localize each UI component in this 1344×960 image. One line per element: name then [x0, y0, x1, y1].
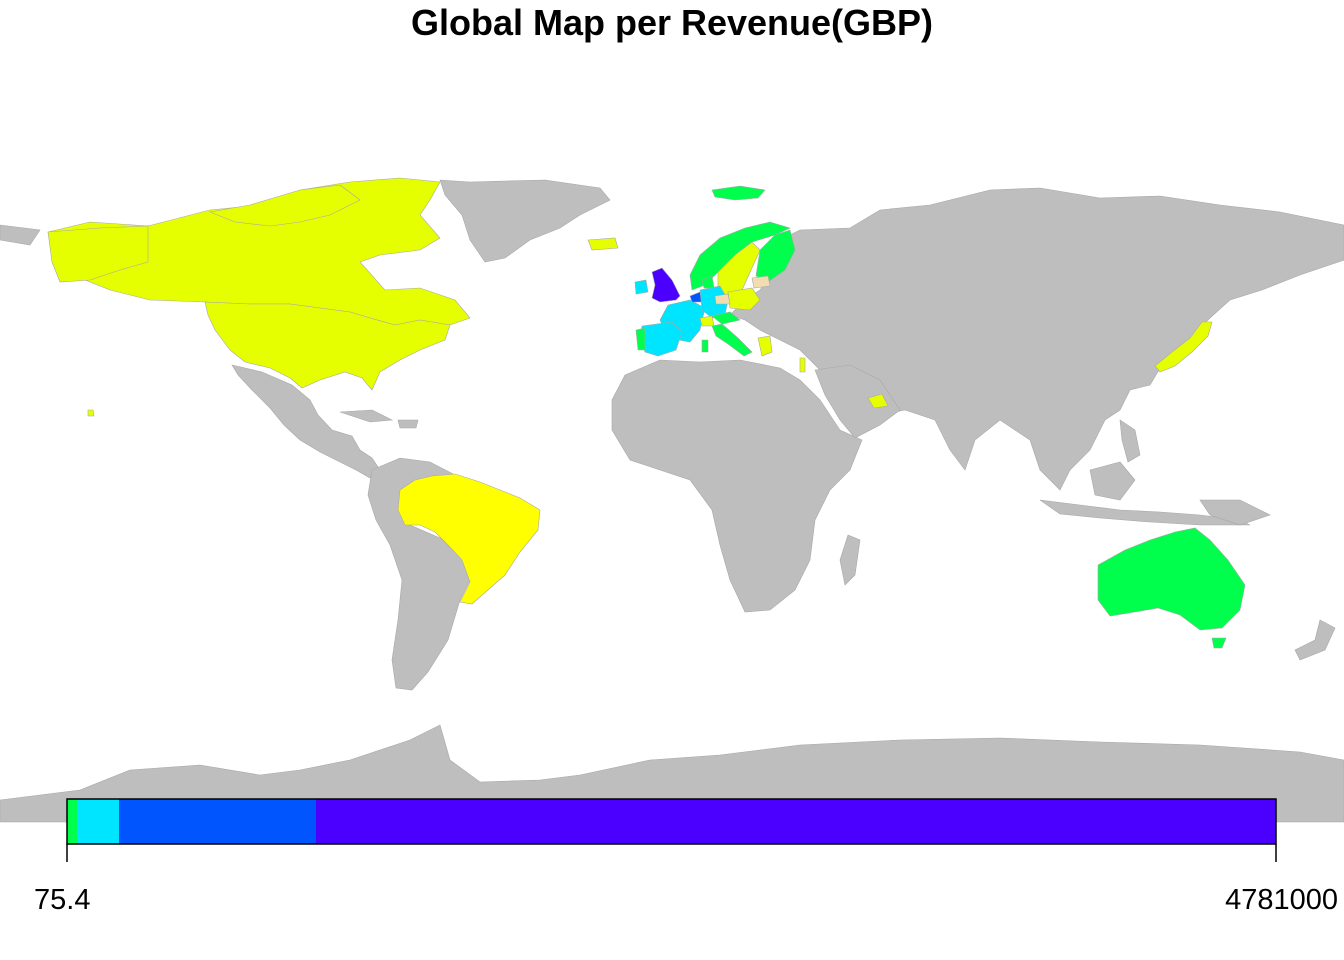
borneo	[1089, 461, 1136, 501]
country-norway-svalbard	[587, 237, 619, 251]
legend-bin	[67, 799, 77, 844]
country-canada-islands	[208, 184, 361, 227]
country-usa	[204, 301, 451, 391]
arabian-peninsula	[814, 364, 901, 439]
country-austria	[711, 311, 741, 325]
legend-bin	[119, 799, 316, 844]
country-czech	[714, 293, 731, 305]
greenland	[439, 179, 611, 263]
country-portugal	[635, 327, 646, 351]
hispaniola	[397, 419, 419, 429]
country-canada	[47, 177, 471, 326]
eurasia	[729, 187, 1344, 491]
country-poland	[727, 287, 761, 311]
country-spain	[639, 321, 683, 357]
arctic-islands	[0, 224, 41, 246]
country-lithuania	[751, 275, 771, 289]
legend-min-label: 75.4	[34, 884, 91, 916]
new-guinea	[1199, 499, 1271, 526]
legend	[66, 798, 1277, 862]
new-zealand	[1294, 619, 1336, 661]
country-usa-alaska	[47, 225, 149, 283]
country-italy-sicily	[701, 339, 709, 353]
country-switzerland	[699, 315, 715, 327]
legend-bin	[77, 799, 119, 844]
country-brazil	[397, 473, 541, 605]
country-uk	[651, 267, 681, 303]
country-israel	[799, 357, 806, 373]
philippines	[1119, 419, 1141, 463]
country-greece	[757, 335, 773, 357]
country-australia	[1097, 527, 1246, 631]
country-ireland	[634, 279, 649, 295]
antarctica	[0, 724, 1344, 823]
continents-no-data	[0, 179, 1344, 823]
map-title: Global Map per Revenue(GBP)	[410, 2, 934, 43]
country-japan	[1154, 321, 1213, 373]
legend-bin	[316, 799, 1276, 844]
madagascar	[839, 534, 861, 586]
colored-countries	[47, 177, 1246, 649]
country-denmark	[701, 275, 715, 289]
country-iceland	[711, 185, 766, 201]
country-australia-tasmania	[1211, 637, 1227, 649]
country-uae	[867, 393, 889, 409]
africa	[611, 359, 863, 613]
country-italy	[711, 323, 753, 357]
cuba	[339, 409, 394, 423]
legend-frame	[66, 798, 1277, 845]
country-usa-hawaii	[87, 409, 95, 417]
legend-max-label: 4781000	[1225, 884, 1338, 916]
